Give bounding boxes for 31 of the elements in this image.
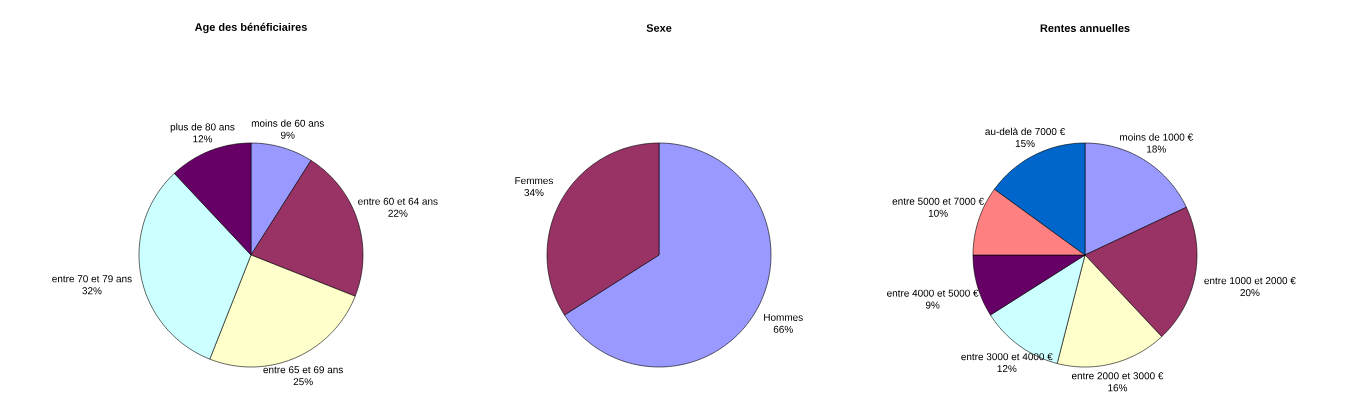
data-label: 25% <box>293 378 313 386</box>
data-label: 12% <box>997 365 1017 373</box>
data-label: 66% <box>773 325 793 333</box>
data-label: 32% <box>82 287 102 295</box>
data-label: 22% <box>388 209 408 217</box>
data-label: 9% <box>925 301 940 309</box>
data-label: 10% <box>928 209 948 217</box>
chart-title: Rentes annuelles <box>1040 23 1130 33</box>
slice-label: entre 65 et 69 ans <box>263 366 343 374</box>
data-label: 12% <box>193 135 213 143</box>
slice-label: Hommes <box>764 313 803 321</box>
slice-label: entre 60 et 64 ans <box>358 197 438 205</box>
slice-label: entre 4000 et 5000 € <box>887 289 979 297</box>
slice-label: plus de 80 ans <box>170 123 235 133</box>
data-label: 18% <box>1147 145 1166 153</box>
chart-title: Age des bénéficiaires <box>194 22 307 34</box>
slice-label: entre 5000 et 7000 € <box>892 197 984 205</box>
data-label: 15% <box>1015 140 1035 148</box>
slice-label: au-delà de 7000 € <box>985 127 1066 136</box>
data-label: 9% <box>281 131 295 139</box>
slice-label: entre 1000 et 2000 € <box>1204 277 1296 285</box>
slice-label: moins de 60 ans <box>251 119 324 127</box>
data-label: 34% <box>524 189 544 197</box>
data-label: 20% <box>1240 289 1260 297</box>
slice-label: entre 3000 et 4000 € <box>961 353 1053 361</box>
slice-label: entre 2000 et 3000 € <box>1071 372 1164 380</box>
data-label: 16% <box>1108 384 1128 392</box>
slice-label: Femmes <box>515 177 553 185</box>
slice-label: entre 70 et 79 ans <box>52 275 132 283</box>
chart-title: Sexe <box>646 24 672 32</box>
slice-label: moins de 1000 € <box>1120 133 1193 141</box>
